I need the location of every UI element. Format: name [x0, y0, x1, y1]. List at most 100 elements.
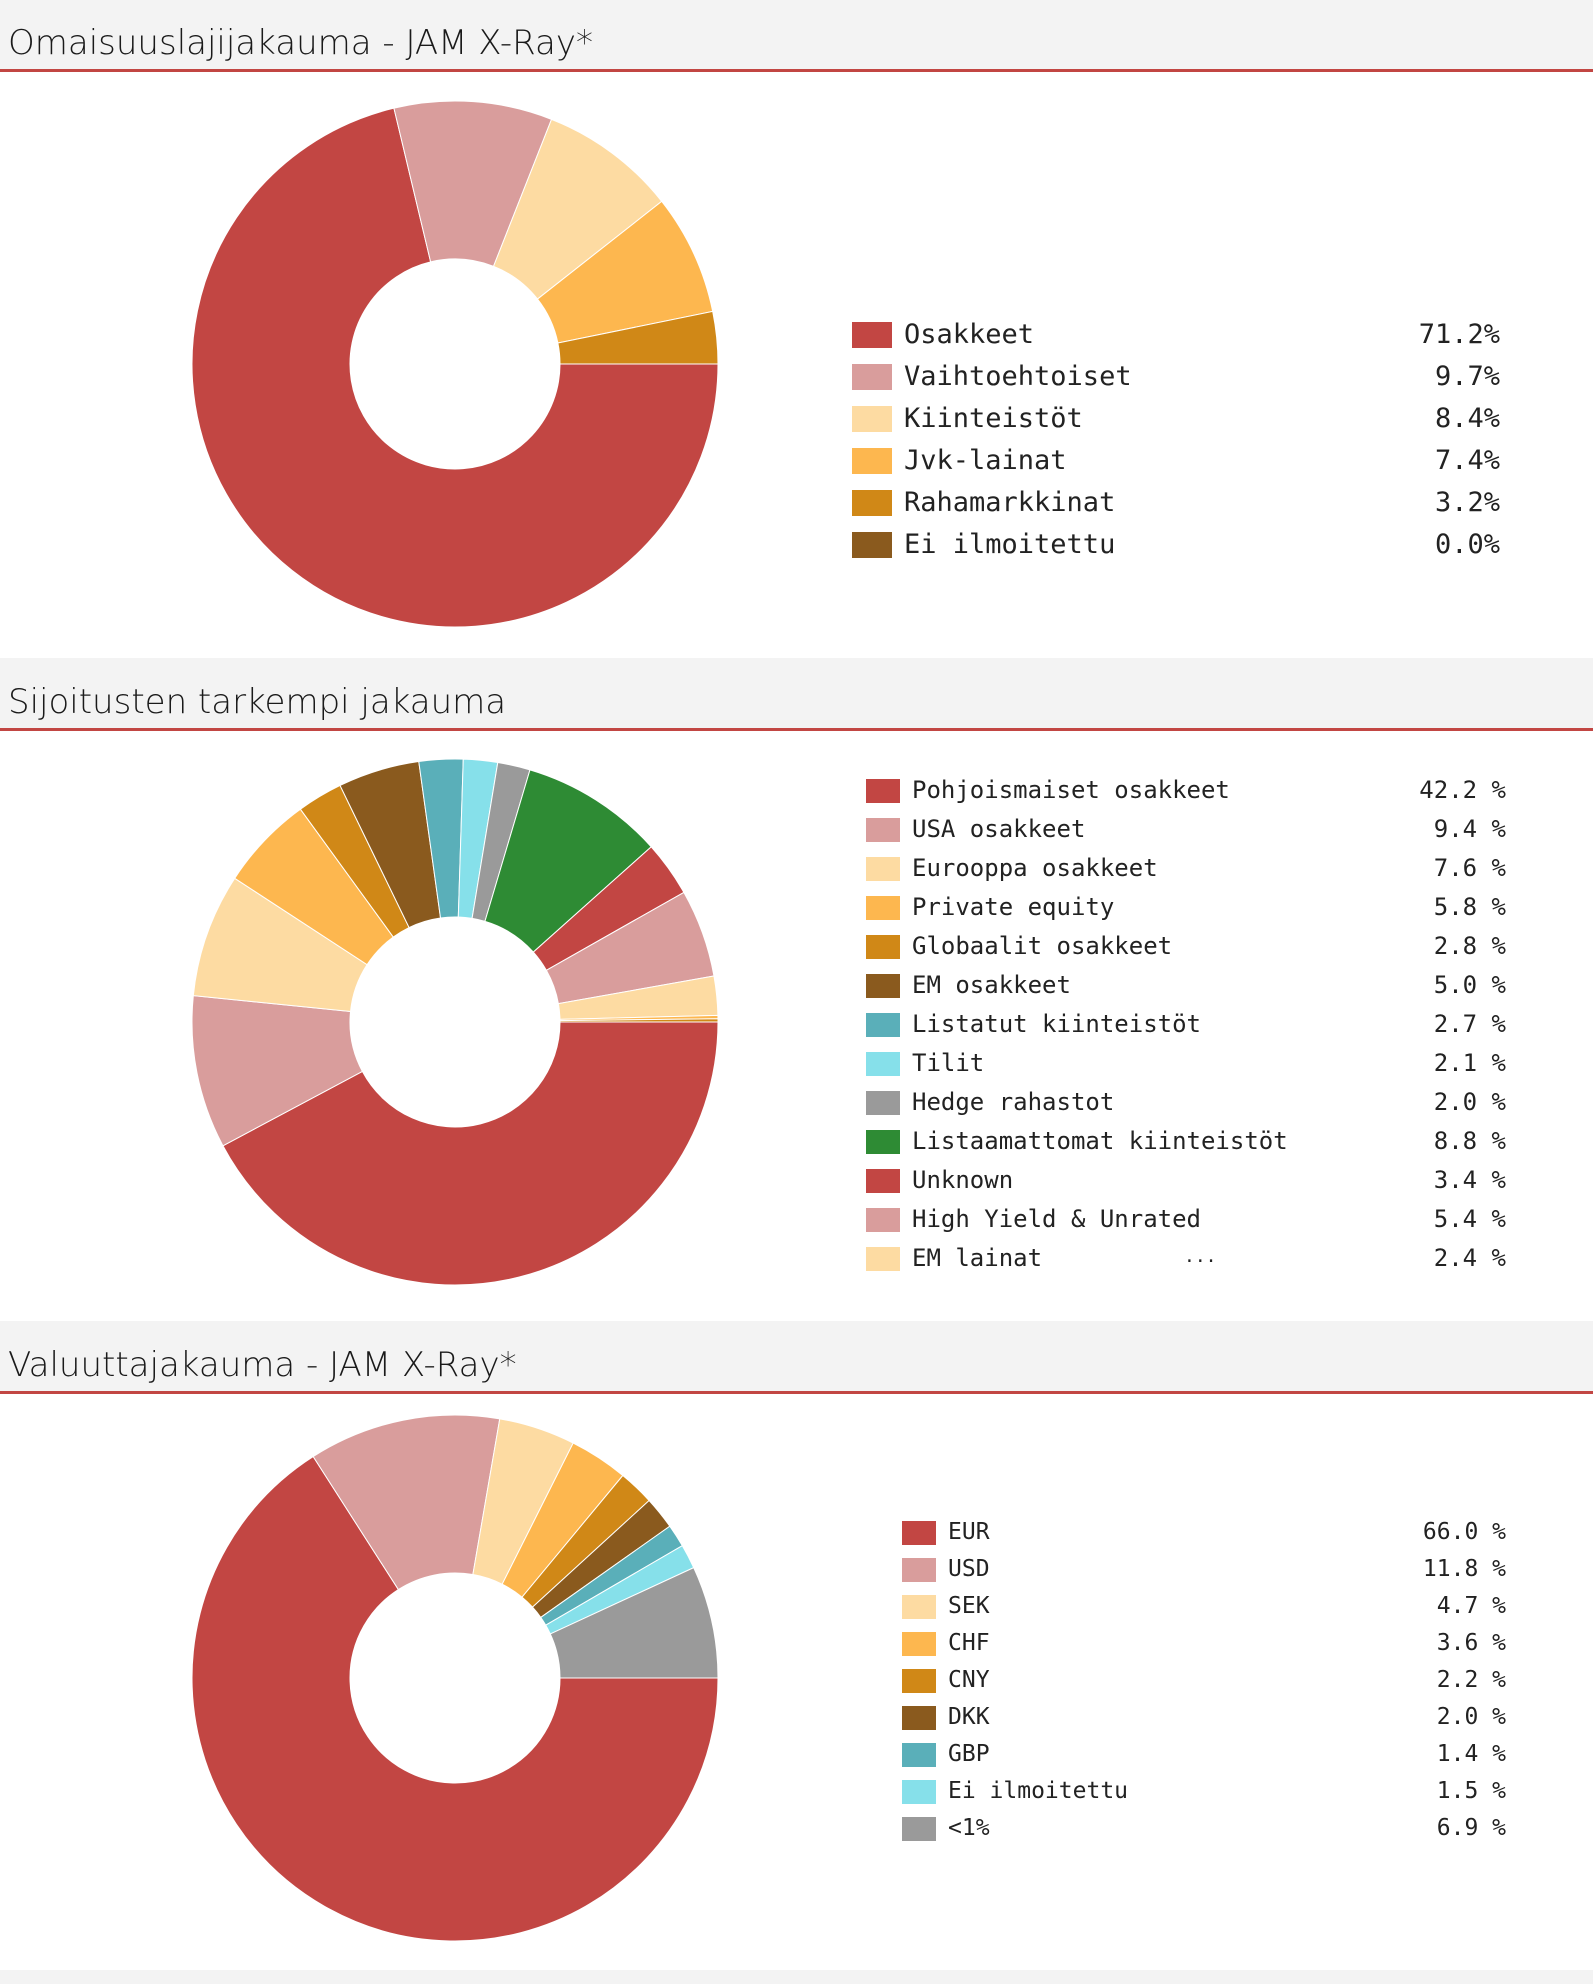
legend-item: USA osakkeet 9.4 %: [866, 810, 1516, 849]
legend-value: 0.0%: [1434, 529, 1500, 560]
legend-label: Osakkeet: [904, 319, 1035, 350]
legend-item: High Yield & Unrated 5.4 %: [866, 1200, 1516, 1239]
legend-swatch: [866, 973, 900, 998]
legend-item: Unknown 3.4 %: [866, 1161, 1516, 1200]
legend-label: GBP: [948, 1741, 990, 1767]
legend-value: 7.6 %: [1433, 854, 1506, 882]
legend-swatch: [902, 1557, 936, 1582]
legend-value: 3.6 %: [1436, 1630, 1506, 1656]
section-body: Pohjoismaiset osakkeet 42.2 % USA osakkeet…: [0, 731, 1593, 1321]
legend-item: Listatut kiinteistöt 2.7 %: [866, 1005, 1516, 1044]
legend-swatch: [902, 1742, 936, 1767]
legend-more-indicator: ...: [1184, 1246, 1217, 1267]
pie-slice: [557, 310, 719, 365]
legend-swatch: [866, 895, 900, 920]
legend-item: Jvk-lainat 7.4%: [852, 440, 1510, 482]
legend-value: 71.2%: [1418, 319, 1500, 350]
legend-label: Hedge rahastot: [912, 1088, 1115, 1116]
legend-swatch: [902, 1779, 936, 1804]
pie-slice: [191, 1455, 719, 1942]
legend-swatch: [866, 856, 900, 881]
legend-item: EUR 66.0 %: [902, 1514, 1516, 1551]
legend-swatch: [852, 532, 892, 558]
legend-swatch: [902, 1668, 936, 1693]
legend-label: USA osakkeet: [912, 815, 1086, 843]
legend-label: Vaihtoehtoiset: [904, 361, 1132, 392]
legend-item: SEK 4.7 %: [902, 1588, 1516, 1625]
legend-label: Private equity: [912, 893, 1115, 921]
legend-label: Globaalit osakkeet: [912, 932, 1173, 960]
legend-label: Listaamattomat kiinteistöt: [912, 1127, 1288, 1155]
legend-swatch: [866, 934, 900, 959]
pie-slice: [222, 1021, 719, 1286]
legend-label: CNY: [948, 1667, 990, 1693]
legend-item: Vaihtoehtoiset 9.7%: [852, 356, 1510, 398]
legend-swatch: [866, 1090, 900, 1115]
section-body: EUR 66.0 % USD 11.8 % SEK 4.7 % CHF 3.6 % CNY 2.2…: [0, 1394, 1593, 1970]
legend-swatch: [852, 322, 892, 348]
legend-item: Ei ilmoitettu 0.0%: [852, 524, 1510, 566]
legend-item: CNY 2.2 %: [902, 1662, 1516, 1699]
section-title: Sijoitusten tarkempi jakauma: [8, 682, 507, 722]
legend-value: 7.4%: [1434, 445, 1500, 476]
legend-value: 66.0 %: [1422, 1519, 1506, 1545]
legend-label: Ei ilmoitettu: [948, 1778, 1129, 1804]
legend-item: EM lainat 2.4 %: [866, 1239, 1516, 1278]
legend-item: EM osakkeet 5.0 %: [866, 966, 1516, 1005]
legend-swatch: [902, 1631, 936, 1656]
legend-value: 3.4 %: [1433, 1166, 1506, 1194]
legend-swatch: [866, 817, 900, 842]
legend-label: Unknown: [912, 1166, 1014, 1194]
legend-value: 9.4 %: [1433, 815, 1506, 843]
legend-item: CHF 3.6 %: [902, 1625, 1516, 1662]
legend-label: CHF: [948, 1630, 990, 1656]
legend-value: 2.0 %: [1433, 1088, 1506, 1116]
legend-swatch: [852, 406, 892, 432]
legend-swatch: [852, 490, 892, 516]
legend-label: SEK: [948, 1593, 990, 1619]
legend-label: Jvk-lainat: [904, 445, 1067, 476]
legend-item: Eurooppa osakkeet 7.6 %: [866, 849, 1516, 888]
legend-item: Globaalit osakkeet 2.8 %: [866, 927, 1516, 966]
legend-item: Tilit 2.1 %: [866, 1044, 1516, 1083]
pie-slice: [559, 1018, 719, 1023]
legend-label: Ei ilmoitettu: [904, 529, 1116, 560]
legend-item: GBP 1.4 %: [902, 1736, 1516, 1773]
legend-value: 9.7%: [1434, 361, 1500, 392]
section-title: Valuuttajakauma - JAM X-Ray*: [8, 1345, 517, 1385]
legend-swatch: [866, 778, 900, 803]
legend-swatch: [902, 1594, 936, 1619]
legend-item: Rahamarkkinat 3.2%: [852, 482, 1510, 524]
section-header: Sijoitusten tarkempi jakauma: [0, 658, 1593, 731]
legend-swatch: [866, 1129, 900, 1154]
legend-swatch: [852, 448, 892, 474]
legend-value: 8.8 %: [1433, 1127, 1506, 1155]
pie-slice: [191, 107, 719, 628]
donut-chart: [191, 758, 719, 1286]
legend-swatch: [902, 1816, 936, 1841]
section-body: Osakkeet 71.2% Vaihtoehtoiset 9.7% Kiinteist…: [0, 72, 1593, 658]
legend-item: <1% 6.9 %: [902, 1810, 1516, 1847]
legend-value: 5.0 %: [1433, 971, 1506, 999]
legend-label: EM osakkeet: [912, 971, 1071, 999]
legend-value: 2.4 %: [1433, 1244, 1506, 1272]
legend-value: 4.7 %: [1436, 1593, 1506, 1619]
legend-label: Tilit: [912, 1049, 985, 1077]
legend-label: USD: [948, 1556, 990, 1582]
legend-item: DKK 2.0 %: [902, 1699, 1516, 1736]
section-header: Omaisuuslajijakauma - JAM X-Ray*: [0, 0, 1593, 72]
legend-item: Private equity 5.8 %: [866, 888, 1516, 927]
legend-value: 6.9 %: [1436, 1815, 1506, 1841]
section-title: Omaisuuslajijakauma - JAM X-Ray*: [8, 23, 593, 63]
legend-value: 1.4 %: [1436, 1741, 1506, 1767]
legend-swatch: [852, 364, 892, 390]
legend-swatch: [866, 1207, 900, 1232]
legend-value: 2.2 %: [1436, 1667, 1506, 1693]
pie-slice: [549, 1566, 719, 1679]
legend-value: 8.4%: [1434, 403, 1500, 434]
legend-label: EUR: [948, 1519, 990, 1545]
legend-value: 42.2 %: [1419, 776, 1506, 804]
legend-item: Hedge rahastot 2.0 %: [866, 1083, 1516, 1122]
legend-value: 2.0 %: [1436, 1704, 1506, 1730]
legend-swatch: [902, 1520, 936, 1545]
